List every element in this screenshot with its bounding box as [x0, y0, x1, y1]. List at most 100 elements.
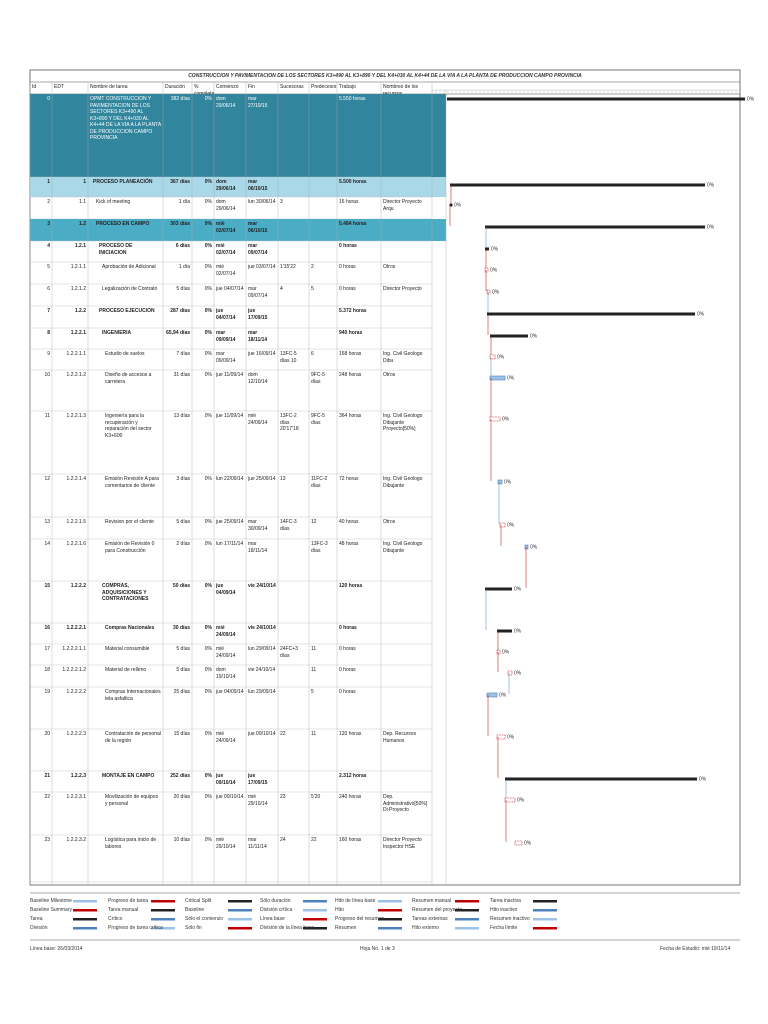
cell: 364 horas	[339, 413, 362, 419]
cell: mié 24/09/14	[216, 625, 236, 638]
task-bar	[489, 416, 501, 422]
cell: Aprobación de Adicional	[102, 264, 156, 270]
cell: 1.2.2.2.2	[66, 689, 86, 695]
cell: 5'20	[311, 794, 321, 800]
cell: Emisión Revisión A para comentarios de c…	[105, 476, 159, 489]
cell: Otros	[383, 372, 396, 378]
bar-label: 0%	[517, 798, 525, 804]
task-bar	[484, 267, 489, 273]
bar-label: 0%	[697, 312, 705, 318]
bar-label: 0%	[502, 417, 510, 423]
task-bar	[497, 479, 503, 485]
cell: 1.2.2.2.3	[66, 731, 86, 737]
cell: 0%	[204, 625, 212, 631]
cell: 50 días	[173, 583, 190, 589]
cell: 0%	[204, 179, 212, 185]
cell: 7	[47, 308, 50, 314]
legend-swatch	[73, 900, 97, 903]
cell: 5 días	[176, 646, 190, 652]
cell: 25 días	[173, 689, 190, 695]
cell: lun 17/11/14	[216, 541, 244, 547]
cell: 15 días	[173, 731, 190, 737]
cell: 5 días	[176, 519, 190, 525]
legend-swatch	[303, 927, 327, 930]
legend-label: Sólo el comienzo	[185, 916, 224, 922]
cell: jue 04/09/14	[216, 689, 244, 695]
cell: 0%	[204, 794, 212, 800]
legend-label: Critical Split	[185, 898, 212, 904]
cell: lun 30/06/14	[248, 199, 276, 205]
bar-label: 0%	[507, 523, 515, 529]
cell: 5	[311, 689, 314, 695]
legend-swatch	[455, 909, 479, 912]
cell: 13 días	[173, 413, 190, 419]
legend-label: Tarea inactiva	[490, 898, 521, 904]
cell: 1.2.2.1.6	[66, 541, 86, 547]
cell: mié 02/07/14	[216, 264, 236, 277]
legend-swatch	[378, 909, 402, 912]
cell: 0 horas	[339, 625, 357, 631]
cell: 0%	[204, 243, 212, 249]
cell: Contratación de personal de la región	[105, 731, 161, 744]
cell: mar 09/07/14	[248, 243, 268, 256]
cell: mar 18/11/14	[248, 330, 268, 343]
legend-swatch	[378, 918, 402, 921]
cell: 16 horas	[339, 199, 359, 205]
cell: 940 horas	[339, 330, 363, 336]
cell: PROCESO EN CAMPO	[96, 221, 150, 227]
cell: jue 09/10/14	[248, 731, 276, 737]
cell: 0%	[204, 264, 212, 270]
cell: mié 24/09/14	[216, 731, 236, 744]
cell: 13FC-5 días 10	[280, 351, 297, 364]
cell: Compras Internacionales tela asfaltica	[105, 689, 161, 702]
cell: 0%	[204, 731, 212, 737]
legend-swatch	[455, 900, 479, 903]
column-header: Sucesoras	[280, 84, 304, 90]
cell: 13FC-3 días	[311, 541, 328, 554]
cell: jue 04/09/14	[216, 583, 236, 596]
milestone	[449, 203, 453, 207]
cell: 24	[280, 837, 286, 843]
cell: 11FC-2 días	[311, 476, 328, 489]
cell: mié 24/09/14	[248, 413, 268, 426]
cell: 12	[44, 476, 50, 482]
row-fill	[432, 177, 446, 197]
legend-label: Baseline Summary	[30, 907, 72, 913]
cell: 0%	[204, 837, 212, 843]
bar-label: 0%	[747, 97, 755, 103]
cell: 6 días	[175, 243, 190, 249]
cell: 7 días	[176, 351, 190, 357]
cell: 0%	[204, 689, 212, 695]
cell: 4	[47, 243, 50, 249]
cell: 5	[311, 286, 314, 292]
cell: 6	[47, 286, 50, 292]
cell: 5.550 horas	[339, 96, 366, 102]
bar-label: 0%	[707, 225, 715, 231]
bar-label: 0%	[490, 268, 498, 274]
bar-label: 0%	[504, 480, 512, 486]
cell: mar 30/09/14	[248, 519, 268, 532]
cell: 1.2.2.3.1	[66, 794, 86, 800]
cell: Ing. Civil Geologo Dibujante Proyecto[50…	[383, 413, 423, 432]
cell: 287 días	[170, 308, 190, 314]
row-fill	[432, 94, 446, 177]
cell: Compras Nacionales	[105, 625, 155, 631]
title: CONSTRUCCION Y PAVIMENTACION DE LOS SECT…	[188, 73, 582, 79]
cell: 17	[44, 646, 50, 652]
bar-label: 0%	[707, 183, 715, 189]
legend-swatch	[228, 909, 252, 912]
cell: 30 días	[173, 625, 190, 631]
cell: jue 17/09/15	[248, 773, 268, 786]
summary-bar	[505, 777, 697, 781]
cell: 1.2.1	[74, 243, 86, 249]
cell: jue 25/09/14	[248, 476, 276, 482]
legend-swatch	[73, 918, 97, 921]
legend-swatch	[303, 918, 327, 921]
cell: jue 11/09/14	[216, 413, 244, 419]
footer-center: Hoja No. 1 de 3	[360, 946, 395, 952]
cell: 1.2.2.2.1.1	[62, 646, 86, 652]
column-header: % completado	[194, 84, 214, 94]
cell: Ing. Civil Geologo Dibujante	[383, 541, 423, 554]
